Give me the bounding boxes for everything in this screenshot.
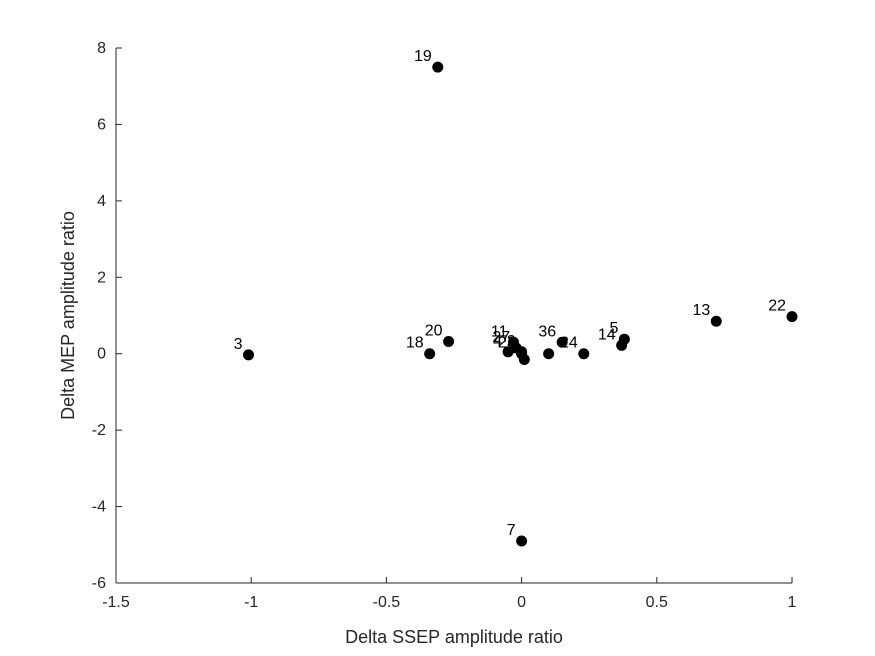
data-point-label: 18	[406, 335, 424, 352]
data-point-label: 3	[234, 336, 243, 353]
data-point-label: 4	[493, 333, 502, 350]
y-tick-label: 4	[97, 193, 106, 210]
x-tick-label: -1	[244, 594, 258, 611]
data-point-label: 13	[692, 302, 710, 319]
y-tick-label: 0	[97, 346, 106, 363]
data-point-label: 19	[414, 48, 432, 65]
y-tick-label: -2	[92, 422, 106, 439]
y-tick-label: -6	[92, 575, 106, 592]
data-point-label: 11	[491, 323, 508, 340]
x-tick-label: 1	[788, 594, 797, 611]
data-point-label: 5	[609, 320, 618, 337]
data-point-label: 21	[498, 335, 516, 352]
x-tick-label: -1.5	[102, 594, 130, 611]
data-point	[432, 61, 444, 73]
data-point	[516, 535, 528, 547]
data-point	[543, 348, 555, 360]
data-point	[242, 349, 254, 361]
x-tick-label: 0.5	[646, 594, 668, 611]
data-point	[516, 348, 528, 360]
data-point-label: 14	[598, 326, 616, 343]
data-point	[556, 336, 568, 348]
y-tick-label: 8	[97, 40, 106, 57]
data-point-label: 24	[560, 335, 578, 352]
y-axis-label: Delta MEP amplitude ratio	[58, 211, 78, 420]
x-tick-label: 0	[517, 594, 526, 611]
data-point-label: 7	[507, 522, 516, 539]
x-tick-label: -0.5	[373, 594, 401, 611]
data-point-label: 22	[768, 298, 786, 315]
y-tick-label: 6	[97, 116, 106, 133]
data-point-label: 27	[492, 329, 510, 346]
x-axis-label: Delta SSEP amplitude ratio	[345, 627, 563, 647]
data-point	[786, 311, 798, 323]
y-tick-label: -4	[92, 499, 106, 516]
y-tick-label: 2	[97, 269, 106, 286]
data-point-label: 2	[507, 333, 516, 350]
data-point-label: 20	[425, 322, 443, 339]
data-point	[578, 348, 590, 360]
data-point	[443, 335, 455, 347]
data-point	[710, 315, 722, 327]
axes	[115, 48, 792, 584]
data-point-label: 36	[538, 323, 556, 340]
data-point	[618, 333, 630, 345]
data-point	[424, 348, 436, 360]
